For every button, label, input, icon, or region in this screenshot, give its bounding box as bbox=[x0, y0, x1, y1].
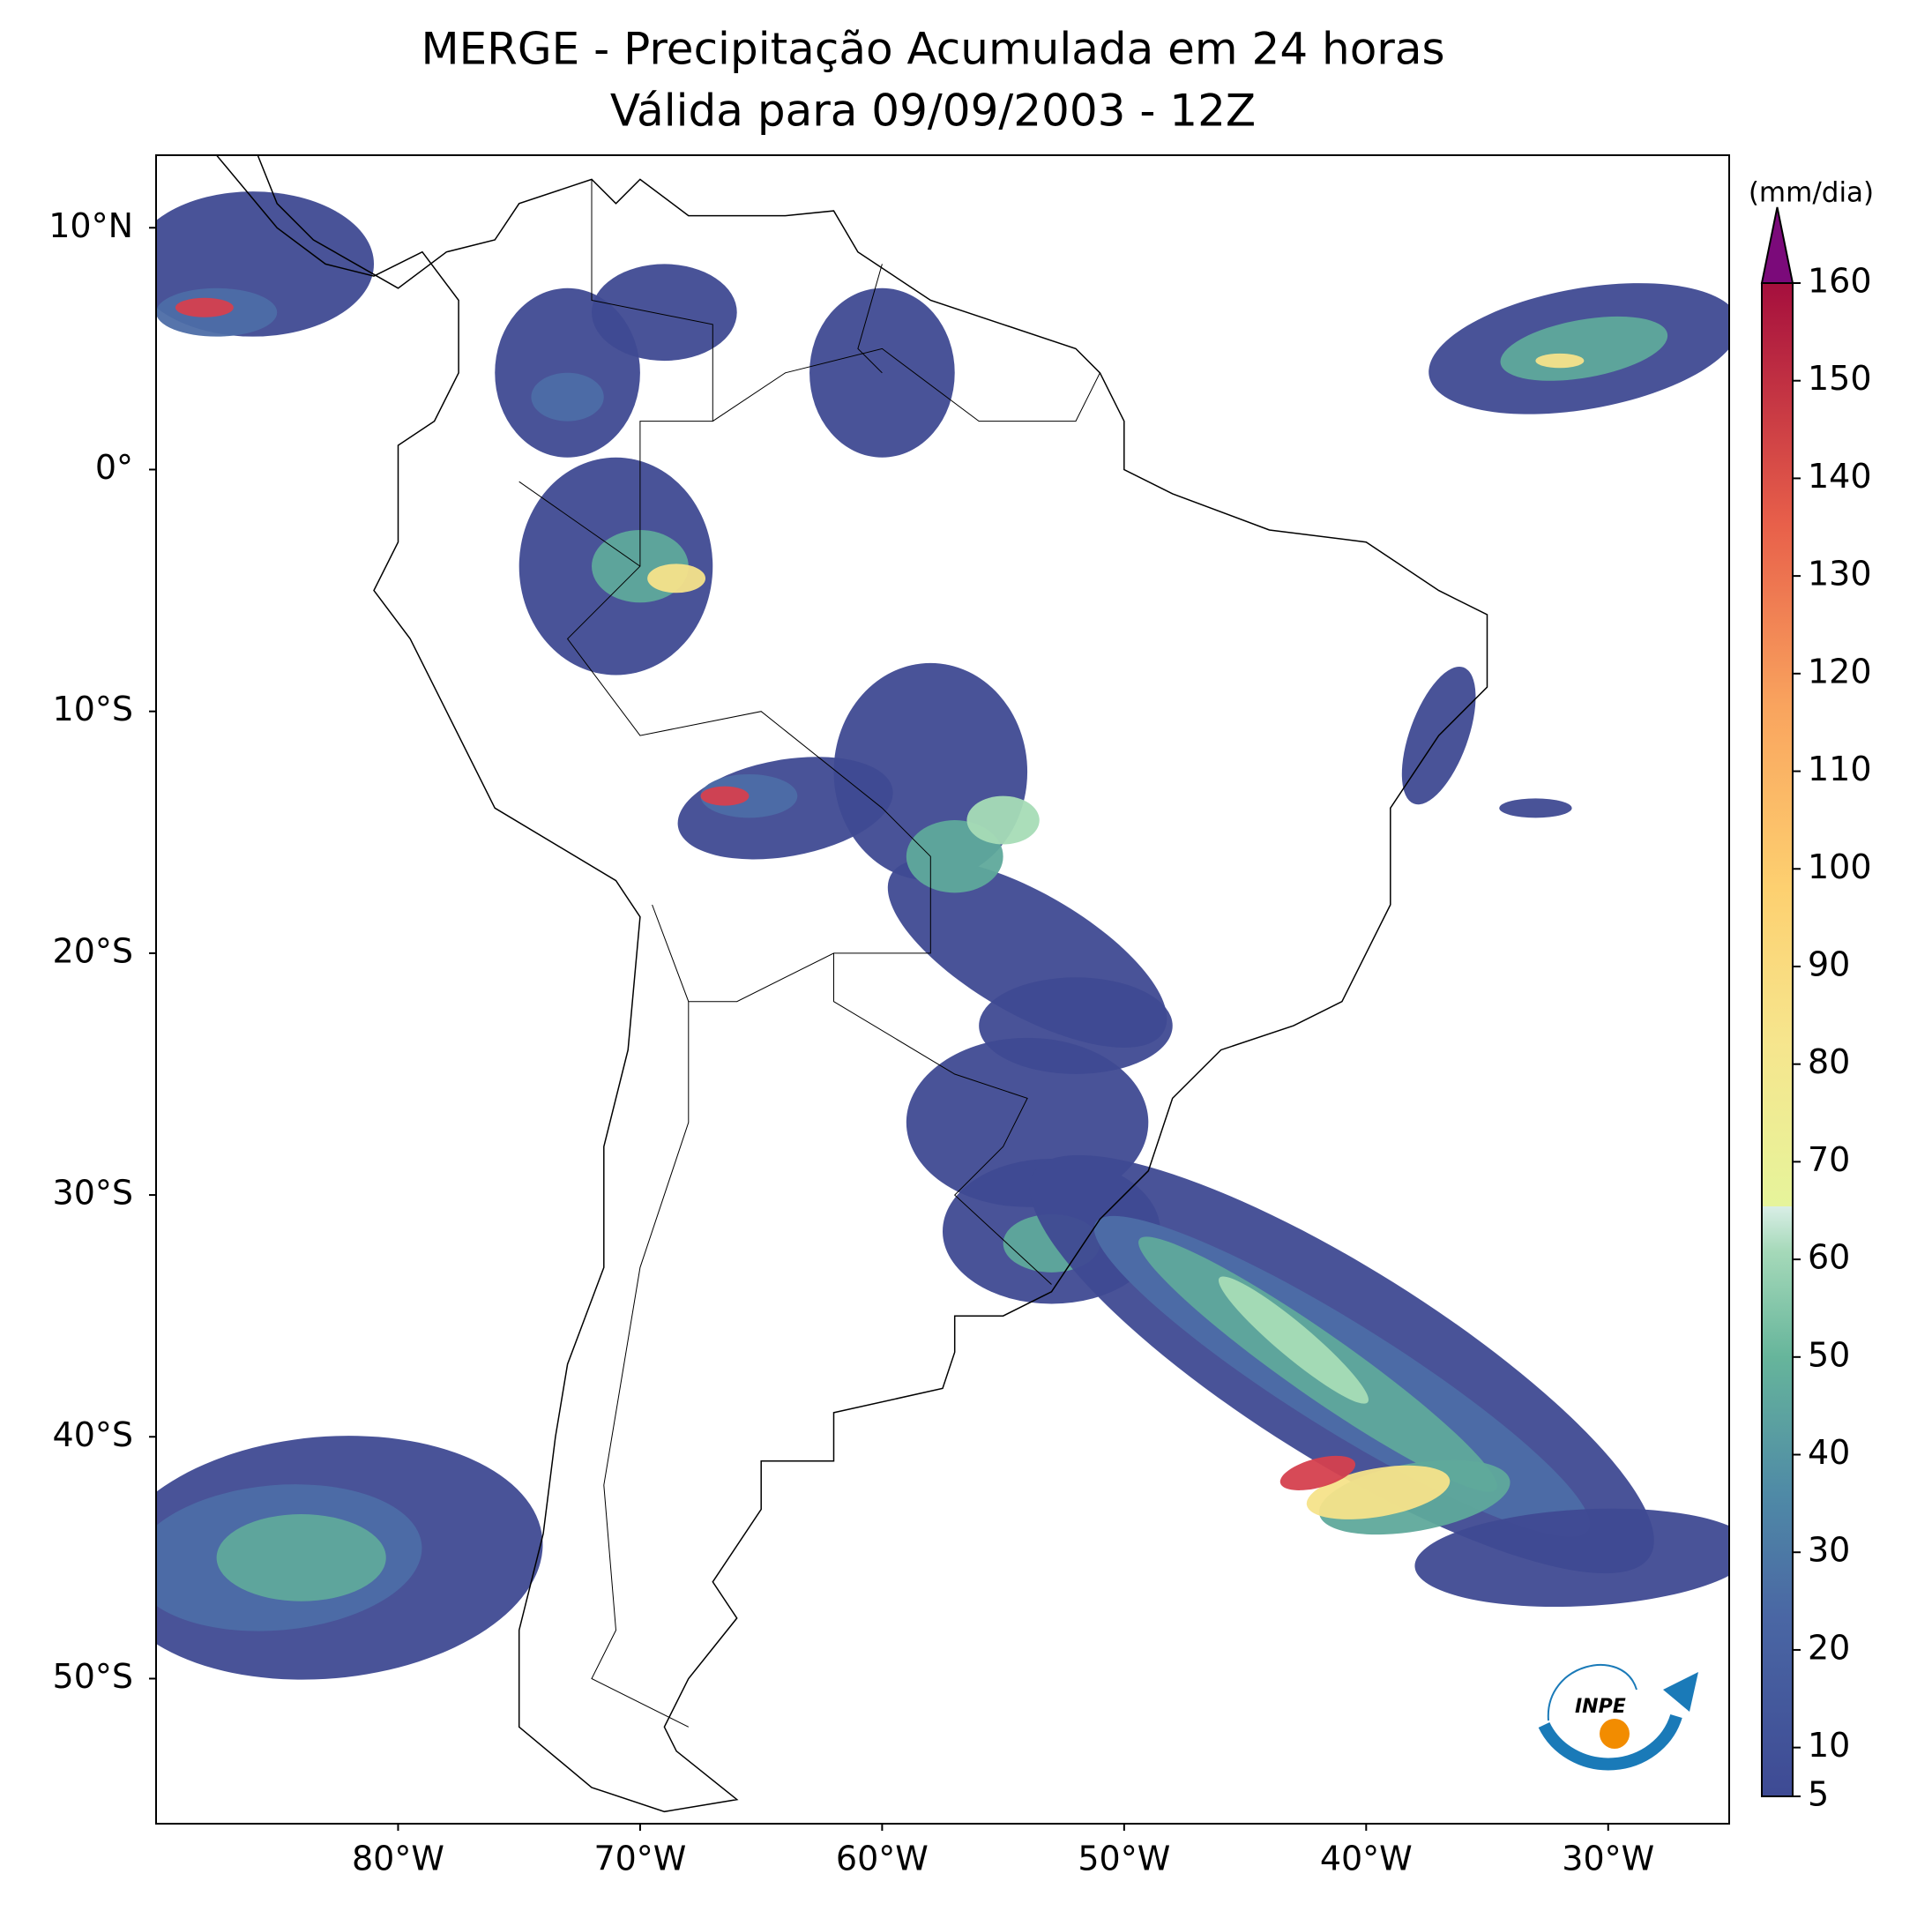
map-area bbox=[156, 155, 1729, 1813]
colorbar-tick-label: 130 bbox=[1808, 555, 1872, 593]
border bbox=[857, 264, 883, 374]
colorbar-tick-label: 50 bbox=[1808, 1335, 1850, 1374]
colorbar-tick-label: 70 bbox=[1808, 1140, 1850, 1179]
precip-area bbox=[1499, 798, 1572, 818]
colorbar: (mm/dia) 5 10 20 30 40 50 60 70 80 90 100 110 120 130… bbox=[1749, 177, 1874, 1814]
x-tick-label: 40°W bbox=[1320, 1840, 1413, 1878]
colorbar-tick-label: 60 bbox=[1808, 1238, 1850, 1277]
y-tick-label: 20°S bbox=[53, 931, 133, 970]
precip-area bbox=[700, 786, 750, 806]
precip-area bbox=[1218, 1276, 1369, 1404]
precip-area bbox=[531, 372, 604, 422]
colorbar-tick-label: 140 bbox=[1808, 457, 1872, 496]
colorbar-tick-label: 80 bbox=[1808, 1042, 1850, 1081]
precip-area bbox=[1279, 1455, 1356, 1490]
colorbar-tick-label: 110 bbox=[1808, 750, 1872, 788]
y-tick-label: 50°S bbox=[53, 1657, 133, 1696]
colorbar-tick-label: 160 bbox=[1808, 262, 1872, 301]
colorbar-frame bbox=[1761, 282, 1794, 1797]
colorbar-extend bbox=[1760, 206, 1794, 284]
map-frame bbox=[155, 154, 1730, 1825]
y-tick-label: 10°S bbox=[53, 690, 133, 728]
colorbar-tick-label: 30 bbox=[1808, 1531, 1850, 1570]
y-tick-label: 30°S bbox=[53, 1174, 133, 1213]
border bbox=[833, 952, 1052, 1285]
logo-arrow bbox=[1663, 1672, 1698, 1712]
logo-text: INPE bbox=[1575, 1696, 1626, 1718]
coastline bbox=[214, 155, 1488, 1813]
border bbox=[591, 1001, 690, 1728]
precip-area bbox=[966, 795, 1040, 845]
colorbar-tick-label: 100 bbox=[1808, 847, 1872, 886]
x-tick-label: 30°W bbox=[1562, 1840, 1654, 1878]
colorbar-tick-label: 150 bbox=[1808, 359, 1872, 398]
precip-area bbox=[1306, 1465, 1451, 1519]
precip-area bbox=[647, 564, 706, 593]
border bbox=[566, 347, 1100, 1003]
title-line: MERGE - Precipitação Acumulada em 24 hor… bbox=[421, 24, 1444, 75]
x-tick-label: 60°W bbox=[836, 1840, 929, 1878]
border bbox=[591, 179, 713, 422]
logo-arc bbox=[1538, 1713, 1682, 1771]
precip-area bbox=[1414, 1508, 1729, 1608]
precip-area bbox=[1535, 353, 1585, 369]
colorbar-body bbox=[1762, 283, 1793, 1796]
logo-dot bbox=[1600, 1719, 1630, 1749]
border bbox=[518, 481, 641, 567]
y-tick-label: 0° bbox=[95, 448, 133, 487]
x-tick-label: 70°W bbox=[593, 1840, 686, 1878]
colorbar-tick-label: 20 bbox=[1808, 1628, 1850, 1667]
precip-area bbox=[592, 264, 737, 362]
logo: INPE bbox=[1538, 1664, 1698, 1771]
colorbar-tick-label: 40 bbox=[1808, 1433, 1850, 1472]
title-line: Válida para 09/09/2003 - 12Z bbox=[610, 86, 1256, 137]
x-tick-label: 50°W bbox=[1078, 1840, 1170, 1878]
x-tick-label: 80°W bbox=[352, 1840, 444, 1878]
colorbar-label: (mm/dia) bbox=[1749, 177, 1874, 209]
y-tick-label: 10°N bbox=[48, 206, 133, 245]
y-tick-label: 40°S bbox=[53, 1415, 133, 1454]
colorbar-tick-label: 120 bbox=[1808, 652, 1872, 690]
logo-orbit bbox=[1547, 1664, 1637, 1721]
precip-area bbox=[700, 773, 798, 818]
colorbar-tick-label: 10 bbox=[1808, 1726, 1850, 1765]
colorbar-tick-label: 90 bbox=[1808, 944, 1850, 983]
colorbar-tick-label: 5 bbox=[1808, 1775, 1829, 1814]
precip-area bbox=[216, 1514, 386, 1601]
precip-area bbox=[175, 297, 234, 317]
